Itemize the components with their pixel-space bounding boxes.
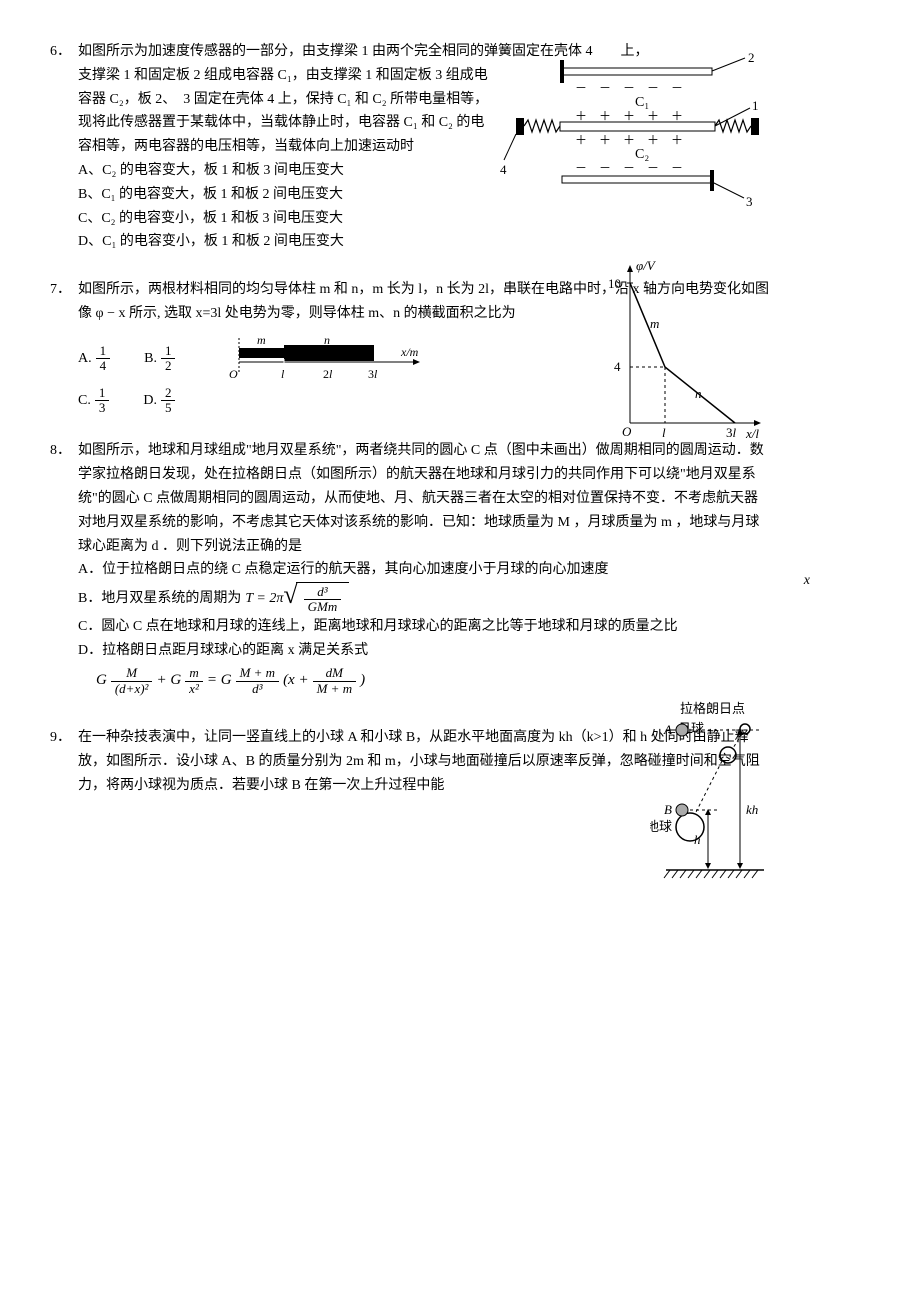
q7-frac-D: 2 5	[161, 386, 176, 416]
q6-choice-D[interactable]: D、C₁ 的电容变小，板 1 和板 2 间电压变大	[78, 230, 770, 254]
svg-text:x/m: x/m	[400, 345, 419, 359]
svg-text:O: O	[229, 367, 238, 381]
svg-text:－ － － － －: － － － － －	[575, 81, 683, 95]
svg-text:拉格朗日点: 拉格朗日点	[680, 701, 745, 716]
q7-choice-B[interactable]: B. 1 2	[144, 344, 179, 374]
q8-B-sqrt: √ d³ GMm	[283, 582, 349, 615]
q8-choice-C[interactable]: C．圆心 C 点在地球和月球的连线上，距离地球和月球球心的距离之比等于地球和月球…	[78, 615, 758, 639]
q7-frac-B: 1 2	[161, 344, 176, 374]
svg-text:2l: 2l	[323, 367, 333, 381]
svg-text:l: l	[662, 425, 666, 438]
q8-choice-B[interactable]: B．地月双星系统的周期为 T = 2π √ d³ GMm	[78, 582, 770, 615]
svg-text:n: n	[324, 333, 330, 347]
q9-figure: A B kh h	[660, 718, 770, 888]
q7-choice-D[interactable]: D. 2 5	[143, 386, 179, 416]
svg-text:10: 10	[608, 276, 621, 291]
svg-text:φ/V: φ/V	[636, 258, 657, 273]
svg-text:x/l: x/l	[745, 426, 759, 438]
q7-graph-figure: φ/V x/l O 10 m n 4 l 3l	[600, 258, 770, 438]
svg-text:m: m	[650, 316, 659, 331]
q7-choice-C[interactable]: C. 1 3	[78, 386, 113, 416]
q8-D-equation: G M(d+x)² + G mx² = G M + md³ (x + dMM +…	[96, 666, 770, 696]
q7-frac-A: 1 4	[96, 344, 111, 374]
q8-D-prefix: D．拉格朗日点距月球球心的距离 x 满足关系式	[78, 643, 368, 658]
question-8: x 拉格朗日点 月球 地球 8． 如图所示，地球和月球组成"地月双星系统"，两者…	[50, 439, 770, 696]
q7-choice-A[interactable]: A. 1 4	[78, 344, 114, 374]
question-9: A B kh h 9． 在一种杂技表演中，让同一竖直线上的小球 A 和小球 B，…	[50, 726, 770, 797]
svg-text:3l: 3l	[368, 367, 378, 381]
q7-num: 7．	[50, 278, 78, 326]
svg-text:4: 4	[500, 162, 507, 177]
q7-opt-A-label: A.	[78, 347, 92, 371]
svg-text:O: O	[622, 424, 632, 438]
svg-text:A: A	[663, 722, 672, 737]
svg-text:＋ ＋ ＋ ＋ ＋: ＋ ＋ ＋ ＋ ＋	[575, 133, 683, 147]
q7-frac-C: 1 3	[95, 386, 110, 416]
q8-num: 8．	[50, 439, 78, 558]
q7-opt-B-label: B.	[144, 347, 157, 371]
svg-text:4: 4	[614, 359, 621, 374]
svg-text:kh: kh	[746, 802, 758, 817]
svg-text:B: B	[664, 802, 672, 817]
svg-text:m: m	[257, 333, 266, 347]
q6-stem-rest: 支撑梁 1 和固定板 2 组成电容器 C₁，由支撑梁 1 和固定板 3 组成电容…	[78, 64, 498, 159]
svg-text:3: 3	[746, 194, 753, 209]
q7-bar-figure: m n O l 2l 3l x/m	[219, 332, 429, 386]
svg-text:3l: 3l	[726, 425, 737, 438]
q8-choice-D[interactable]: D．拉格朗日点距月球球心的距离 x 满足关系式	[78, 639, 770, 663]
svg-text:C₁: C₁	[635, 95, 649, 110]
q7-opt-D-label: D.	[143, 389, 157, 413]
svg-text:n: n	[695, 386, 702, 401]
question-6: － － － － － C₁ 2 ＋ ＋ ＋ ＋ ＋ ＋ ＋ ＋ ＋ ＋ 1 4 C…	[50, 40, 770, 254]
q8-stray-x: x	[804, 569, 810, 593]
q8-B-eq-left: T = 2π	[245, 587, 283, 611]
q8-stem: 如图所示，地球和月球组成"地月双星系统"，两者绕共同的圆心 C 点（图中未画出）…	[78, 439, 770, 558]
svg-text:h: h	[694, 832, 701, 847]
svg-text:＋ ＋ ＋ ＋ ＋: ＋ ＋ ＋ ＋ ＋	[575, 109, 683, 123]
svg-text:－ － － － －: － － － － －	[575, 161, 683, 175]
svg-text:C₂: C₂	[635, 147, 649, 162]
q8-B-prefix: B．地月双星系统的周期为	[78, 587, 241, 611]
q6-figure: － － － － － C₁ 2 ＋ ＋ ＋ ＋ ＋ ＋ ＋ ＋ ＋ ＋ 1 4 C…	[500, 50, 770, 220]
svg-text:l: l	[281, 367, 285, 381]
q7-opt-C-label: C.	[78, 389, 91, 413]
q8-choice-A[interactable]: A．位于拉格朗日点的绕 C 点稳定运行的航天器，其向心加速度小于月球的向心加速度	[78, 558, 770, 582]
question-7: φ/V x/l O 10 m n 4 l 3l 7． 如图所示，两根材料相同的均…	[50, 278, 770, 415]
q6-num: 6．	[50, 40, 78, 64]
svg-text:2: 2	[748, 50, 755, 65]
svg-text:1: 1	[752, 98, 759, 113]
q9-num: 9．	[50, 726, 78, 797]
